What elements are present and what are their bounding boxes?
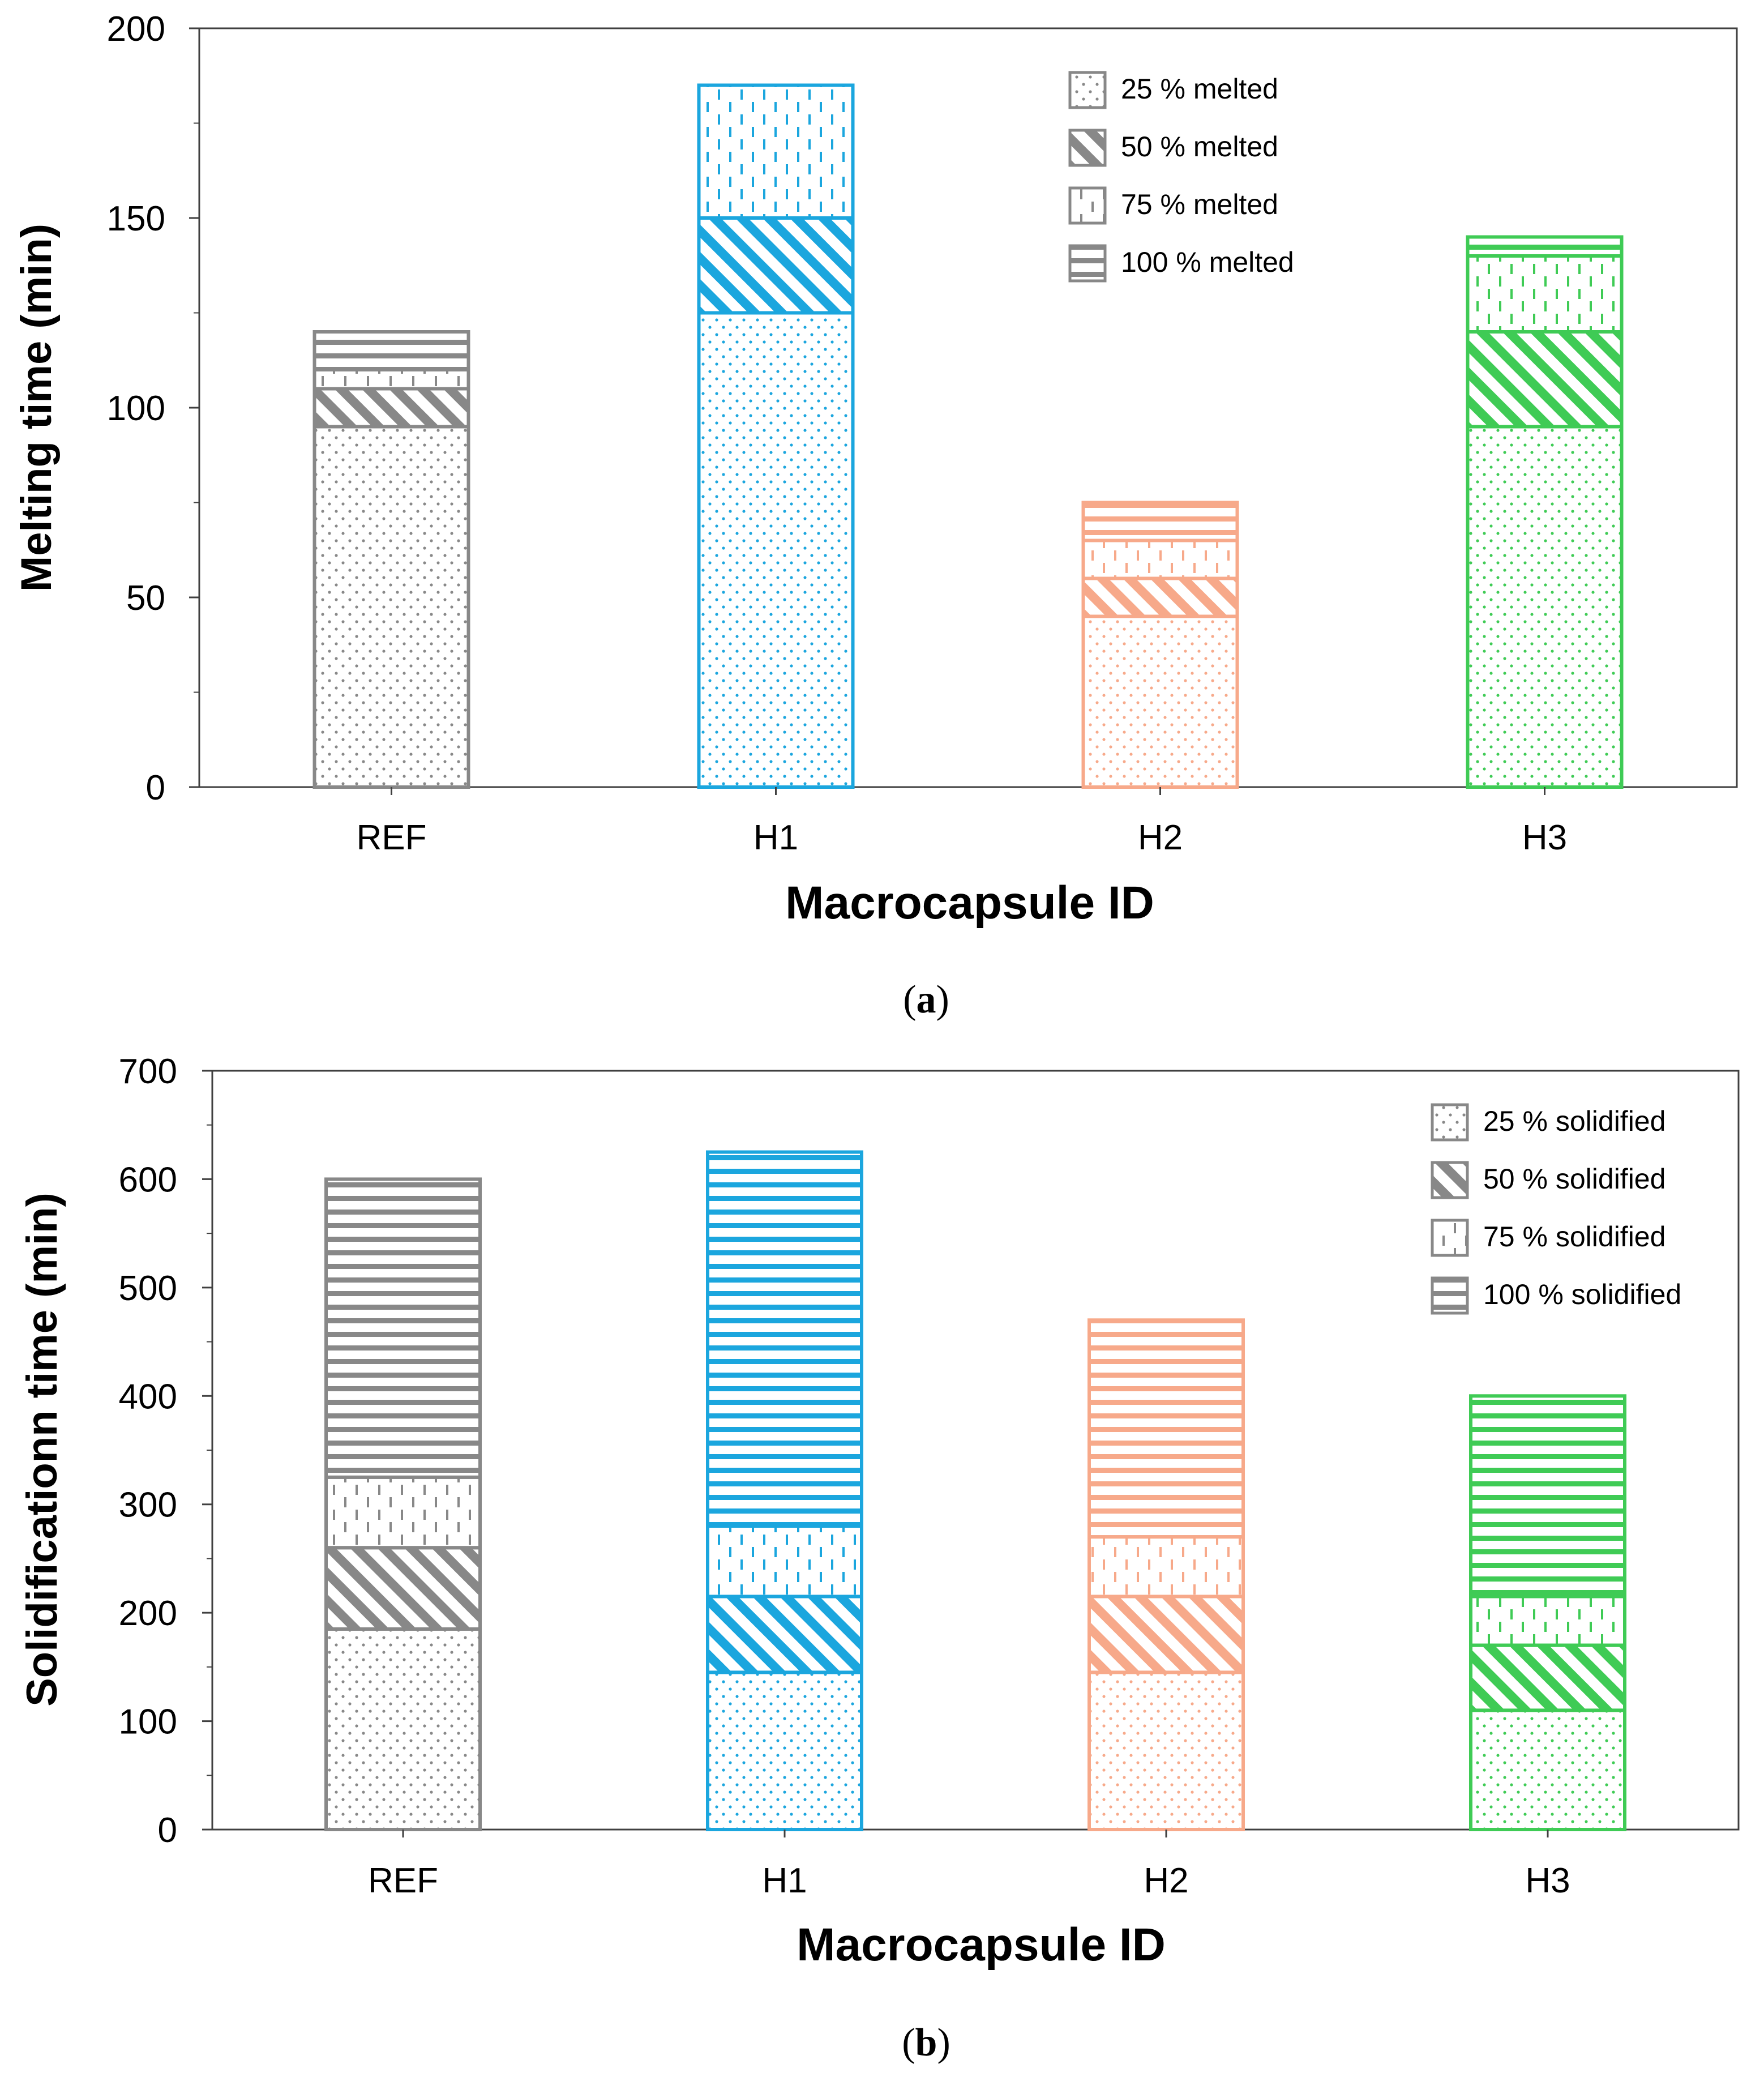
bar-segment — [697, 83, 855, 220]
bar-segment — [1466, 254, 1624, 334]
x-tick-label: H3 — [1522, 818, 1567, 857]
caption-open-paren: ( — [903, 978, 916, 1022]
bar-stack-h3 — [1469, 1394, 1626, 1831]
legend-label: 75 % melted — [1121, 189, 1278, 220]
y-axis-label: Melting time (min) — [12, 224, 61, 592]
bar-segment — [1081, 576, 1239, 618]
panel-caption-a: (a) — [903, 978, 949, 1022]
y-tick-label: 200 — [107, 10, 165, 49]
bar-stack-ref — [324, 1177, 482, 1832]
bar-segment — [1466, 425, 1624, 789]
bar-stacks — [312, 83, 1624, 789]
legend-swatch — [1431, 1219, 1469, 1257]
legend-swatch — [1431, 1161, 1469, 1199]
legend-swatch — [1068, 129, 1107, 167]
bar-segment — [1087, 1318, 1245, 1539]
bar-segment — [324, 1475, 482, 1550]
y-tick-label: 0 — [146, 768, 165, 807]
y-tick-label: 150 — [107, 199, 165, 238]
bar-segment — [312, 368, 470, 391]
x-axis-label: Macrocapsule ID — [797, 1919, 1166, 1971]
x-tick-label: H2 — [1138, 818, 1183, 857]
bar-stack-h2 — [1087, 1318, 1245, 1831]
bar-segment — [312, 330, 470, 371]
y-tick-label: 50 — [126, 579, 165, 618]
legend-swatch — [1431, 1276, 1469, 1315]
caption-close-paren: ) — [936, 978, 949, 1022]
bar-segment — [706, 1150, 863, 1528]
bar-stack-h1 — [697, 83, 855, 789]
caption-open-paren: ( — [902, 2021, 915, 2065]
bar-segment — [1087, 1595, 1245, 1674]
legend: 25 % solidified 50 % solidified 75 % solid… — [1431, 1103, 1681, 1315]
x-tick-label: H1 — [762, 1861, 807, 1900]
bar-segment — [1469, 1595, 1626, 1647]
y-axis-ticks: 0 100 200 300 400 500 600 700 — [119, 1052, 212, 1850]
bar-segment — [706, 1524, 863, 1599]
legend-label: 25 % melted — [1121, 73, 1278, 105]
y-axis-label: Solidificationn time (min) — [18, 1193, 66, 1707]
legend: 25 % melted 50 % melted 75 % melted 100 % m… — [1068, 71, 1294, 283]
bar-segment — [706, 1595, 863, 1674]
melting-time-chart: 0 50 100 150 200 REF H1 H2 H3 25 % melted 50 % m… — [12, 10, 1738, 1022]
caption-letter: a — [917, 978, 936, 1022]
y-tick-label: 600 — [119, 1160, 177, 1199]
y-tick-label: 300 — [119, 1486, 177, 1525]
legend-label: 50 % solidified — [1483, 1163, 1665, 1195]
x-tick-label: REF — [368, 1861, 438, 1900]
legend-label: 100 % solidified — [1483, 1279, 1681, 1310]
panel-caption-b: (b) — [902, 2021, 950, 2065]
bar-stack-h3 — [1466, 235, 1624, 789]
bar-segment — [1466, 330, 1624, 429]
legend-label: 50 % melted — [1121, 131, 1278, 163]
legend-swatch — [1068, 71, 1107, 109]
bar-segment — [706, 1670, 863, 1831]
bar-segment — [1469, 1643, 1626, 1712]
bar-segment — [324, 1177, 482, 1479]
y-axis-ticks: 0 50 100 150 200 — [107, 10, 199, 807]
legend-label: 25 % solidified — [1483, 1105, 1665, 1137]
bar-segment — [1081, 614, 1239, 789]
x-tick-label: H2 — [1144, 1861, 1188, 1900]
y-tick-label: 200 — [119, 1594, 177, 1633]
bar-segment — [1466, 235, 1624, 258]
bar-segment — [1087, 1535, 1245, 1599]
y-tick-label: 500 — [119, 1269, 177, 1308]
bar-segment — [1081, 501, 1239, 542]
y-tick-label: 0 — [158, 1811, 177, 1850]
bar-segment — [1469, 1708, 1626, 1831]
bar-segment — [1081, 539, 1239, 580]
x-tick-label: REF — [357, 818, 427, 857]
x-axis-label: Macrocapsule ID — [785, 877, 1154, 929]
bar-stack-h2 — [1081, 501, 1239, 789]
bar-segment — [697, 216, 855, 315]
legend-label: 75 % solidified — [1483, 1221, 1665, 1253]
y-tick-label: 100 — [119, 1703, 177, 1742]
x-tick-label: H3 — [1525, 1861, 1570, 1900]
y-tick-label: 700 — [119, 1052, 177, 1091]
y-tick-label: 100 — [107, 389, 165, 428]
bar-segment — [1087, 1670, 1245, 1831]
bar-segment — [324, 1546, 482, 1631]
y-tick-label: 400 — [119, 1377, 177, 1416]
bar-stack-ref — [312, 330, 470, 789]
legend-swatch — [1068, 244, 1107, 283]
bar-segment — [1469, 1394, 1626, 1599]
legend-swatch — [1068, 186, 1107, 225]
bar-segment — [324, 1627, 482, 1832]
bar-segment — [312, 425, 470, 789]
caption-close-paren: ) — [937, 2021, 950, 2065]
caption-letter: b — [915, 2021, 937, 2065]
bar-stack-h1 — [706, 1150, 863, 1831]
x-tick-label: H1 — [753, 818, 798, 857]
bar-segment — [697, 311, 855, 789]
bar-stacks — [324, 1150, 1626, 1832]
legend-swatch — [1431, 1103, 1469, 1142]
solidification-time-chart: 0 100 200 300 400 500 600 700 REF H1 H2 H3 25 % so… — [18, 1052, 1740, 2065]
x-axis-ticks: REF H1 H2 H3 — [357, 787, 1567, 857]
bar-segment — [312, 387, 470, 429]
legend-label: 100 % melted — [1121, 246, 1294, 278]
x-axis-ticks: REF H1 H2 H3 — [368, 1830, 1570, 1900]
